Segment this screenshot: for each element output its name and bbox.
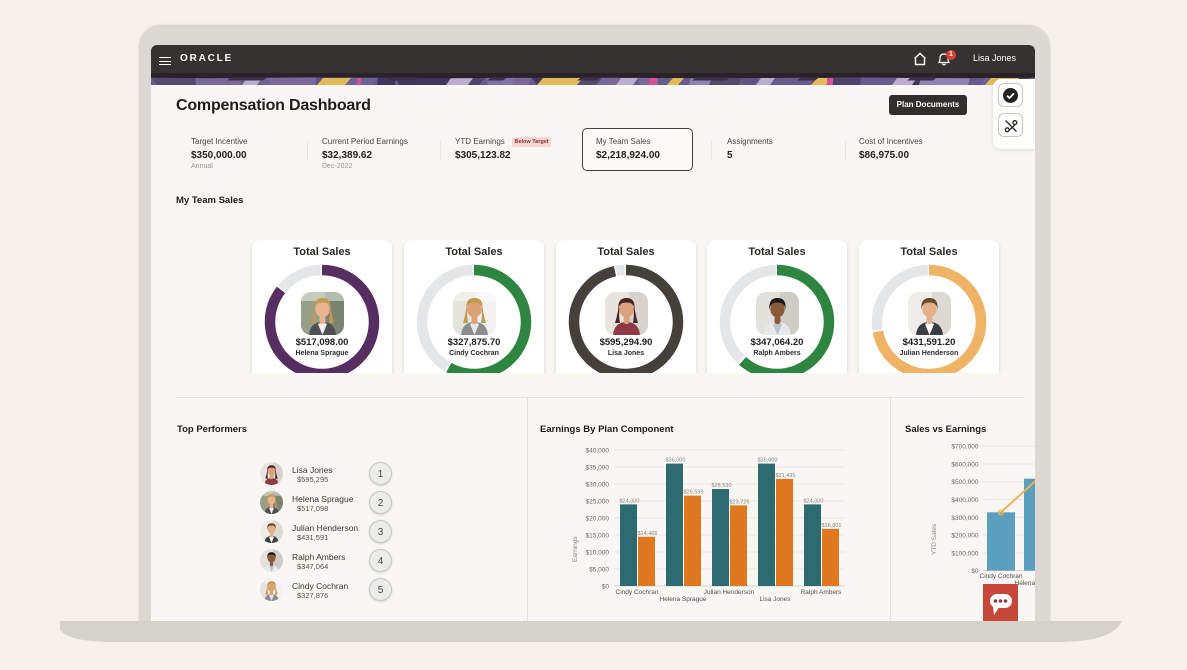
svg-text:Cindy Cochran: Cindy Cochran xyxy=(980,573,1023,580)
svg-text:Cindy Cochran: Cindy Cochran xyxy=(616,589,659,596)
svg-text:Julian Henderson: Julian Henderson xyxy=(704,589,755,596)
svg-text:Earnings: Earnings xyxy=(572,536,579,562)
svg-text:$14,466: $14,466 xyxy=(638,531,658,537)
svg-text:$23,726: $23,726 xyxy=(730,499,750,505)
svg-text:$40,000: $40,000 xyxy=(586,448,610,455)
svg-text:$35,000: $35,000 xyxy=(586,465,610,472)
svg-text:$36,000: $36,000 xyxy=(758,458,778,464)
svg-text:$31,495: $31,495 xyxy=(776,473,796,479)
svg-text:$10,000: $10,000 xyxy=(586,550,610,557)
svg-text:$15,000: $15,000 xyxy=(586,533,610,540)
svg-text:$30,000: $30,000 xyxy=(586,482,610,489)
svg-text:$24,000: $24,000 xyxy=(804,498,824,504)
svg-text:$300,000: $300,000 xyxy=(951,515,978,522)
svg-text:$600,000: $600,000 xyxy=(951,461,978,468)
svg-text:$0: $0 xyxy=(602,584,610,591)
svg-text:Helena Sprague: Helena Sprague xyxy=(660,596,707,603)
svg-text:$700,000: $700,000 xyxy=(951,444,978,451)
svg-text:$36,000: $36,000 xyxy=(666,458,686,464)
svg-text:Helena Sprague: Helena Sprague xyxy=(1015,580,1035,587)
svg-text:$5,000: $5,000 xyxy=(589,567,609,574)
svg-text:$500,000: $500,000 xyxy=(951,479,978,486)
svg-text:$26,586: $26,586 xyxy=(684,490,704,496)
svg-text:$28,530: $28,530 xyxy=(712,483,732,489)
svg-text:Ralph Ambers: Ralph Ambers xyxy=(801,589,843,596)
svg-text:$0: $0 xyxy=(971,568,979,575)
svg-text:$25,000: $25,000 xyxy=(586,499,610,506)
svg-text:$200,000: $200,000 xyxy=(951,533,978,540)
svg-text:$24,000: $24,000 xyxy=(620,498,640,504)
svg-text:$400,000: $400,000 xyxy=(951,497,978,504)
svg-text:YTD Sales: YTD Sales xyxy=(931,523,938,555)
svg-text:$16,801: $16,801 xyxy=(822,523,842,529)
svg-text:$100,000: $100,000 xyxy=(951,550,978,557)
svg-text:Lisa Jones: Lisa Jones xyxy=(759,596,791,603)
svg-text:$20,000: $20,000 xyxy=(586,516,610,523)
